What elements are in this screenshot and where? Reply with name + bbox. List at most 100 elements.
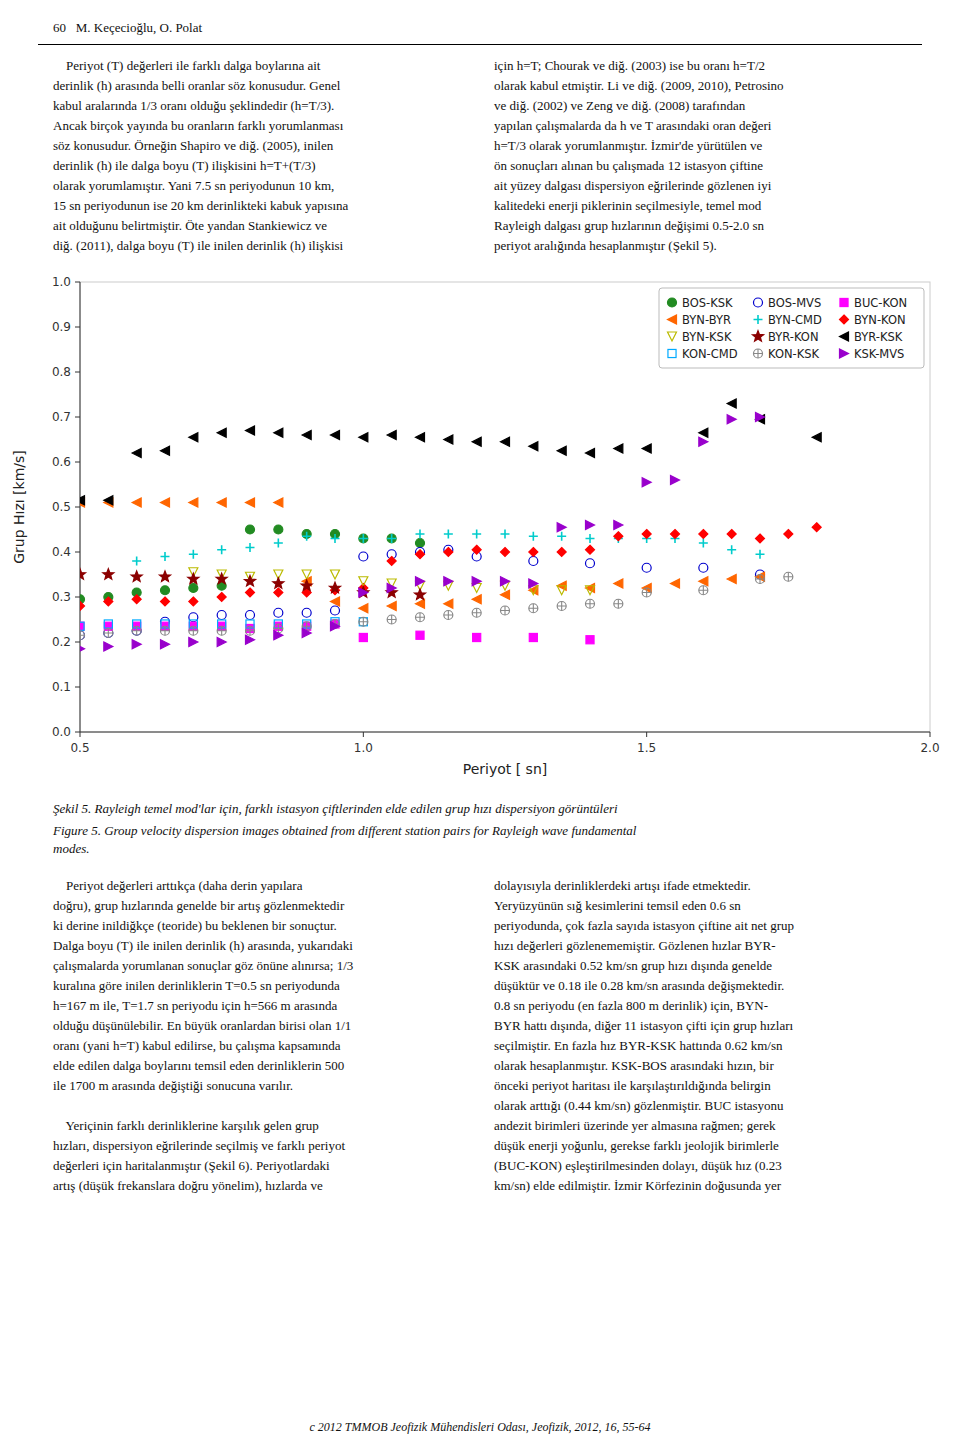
- point: [414, 589, 425, 600]
- point: [217, 593, 226, 602]
- series: [80, 523, 821, 611]
- point: [614, 521, 623, 530]
- point: [161, 626, 170, 635]
- y-tick-label: 0.4: [52, 545, 71, 559]
- point: [472, 595, 481, 604]
- point: [472, 530, 481, 539]
- point: [444, 548, 453, 557]
- point: [784, 530, 793, 539]
- point: [301, 580, 312, 591]
- point: [329, 582, 340, 593]
- point: [444, 435, 453, 444]
- point: [387, 534, 396, 543]
- y-tick-label: 1.0: [52, 275, 71, 289]
- point: [302, 629, 311, 638]
- point: [103, 569, 114, 580]
- y-axis-label: Grup Hızı [km/s]: [11, 450, 27, 564]
- point: [586, 599, 595, 608]
- y-tick: [75, 462, 80, 463]
- y-tick-label: 0.9: [52, 320, 71, 334]
- y-tick-label: 0.0: [52, 725, 71, 739]
- axes: 0.51.01.52.00.00.10.20.30.40.50.60.70.80…: [52, 275, 940, 755]
- point: [359, 617, 368, 626]
- x-tick: [646, 732, 647, 737]
- point: [331, 534, 340, 543]
- header-rule: [38, 44, 922, 45]
- point: [274, 525, 283, 534]
- series: [80, 413, 765, 654]
- point: [586, 449, 595, 458]
- point: [727, 530, 736, 539]
- point: [699, 539, 708, 548]
- point: [80, 569, 86, 580]
- point: [387, 615, 396, 624]
- point: [104, 629, 113, 638]
- point: [189, 433, 198, 442]
- point: [387, 431, 396, 440]
- footer: c 2012 TMMOB Jeofizik Mühendisleri Odası…: [0, 1418, 960, 1436]
- point: [529, 532, 538, 541]
- point: [217, 638, 226, 647]
- point: [699, 530, 708, 539]
- point: [699, 428, 708, 437]
- point: [586, 545, 595, 554]
- point: [189, 550, 198, 559]
- point: [217, 428, 226, 437]
- point: [246, 543, 255, 552]
- point: [642, 478, 651, 487]
- point: [132, 498, 141, 507]
- legend-marker: [668, 315, 677, 324]
- point: [132, 640, 141, 649]
- point: [416, 631, 424, 639]
- point: [557, 602, 566, 611]
- point: [756, 550, 765, 559]
- point: [671, 579, 680, 588]
- point: [246, 611, 255, 620]
- plot-area: [80, 282, 930, 732]
- point: [472, 608, 481, 617]
- text-bottom-right: dolayısıyla derinliklerdeki artışı ifade…: [494, 876, 794, 1196]
- series: [80, 620, 594, 644]
- legend-marker: [754, 349, 763, 358]
- point: [274, 631, 283, 640]
- point: [444, 530, 453, 539]
- x-axis-label: Periyot [ sn]: [463, 761, 548, 777]
- point: [727, 399, 736, 408]
- y-tick: [75, 732, 80, 733]
- x-tick-label: 1.5: [637, 741, 656, 755]
- point: [614, 599, 623, 608]
- point: [557, 586, 566, 595]
- point: [132, 626, 141, 635]
- point: [189, 597, 198, 606]
- point: [472, 545, 481, 554]
- point: [387, 534, 396, 543]
- point: [331, 431, 340, 440]
- point: [387, 602, 396, 611]
- point: [246, 635, 255, 644]
- point: [756, 534, 765, 543]
- point: [444, 577, 453, 586]
- point: [246, 426, 255, 435]
- point: [529, 604, 538, 613]
- legend-marker: [668, 332, 677, 341]
- point: [812, 523, 821, 532]
- point: [132, 557, 141, 566]
- point: [529, 557, 538, 566]
- point: [671, 530, 680, 539]
- point: [586, 586, 595, 595]
- point: [274, 498, 283, 507]
- point: [359, 552, 368, 561]
- point: [416, 613, 425, 622]
- legend-label: BYN-KON: [854, 313, 906, 327]
- point: [161, 446, 170, 455]
- point: [586, 534, 595, 543]
- point: [444, 611, 453, 620]
- y-tick: [75, 642, 80, 643]
- point: [302, 431, 311, 440]
- point: [359, 633, 367, 641]
- legend: BOS-KSKBOS-MVSBUC-KONBYN-BYRBYN-CMDBYN-K…: [659, 288, 924, 368]
- legend-label: BOS-KSK: [682, 296, 733, 310]
- point: [529, 633, 537, 641]
- y-tick: [75, 597, 80, 598]
- page: 60 M. Keçecioğlu, O. Polat Periyot (T) d…: [0, 0, 960, 1455]
